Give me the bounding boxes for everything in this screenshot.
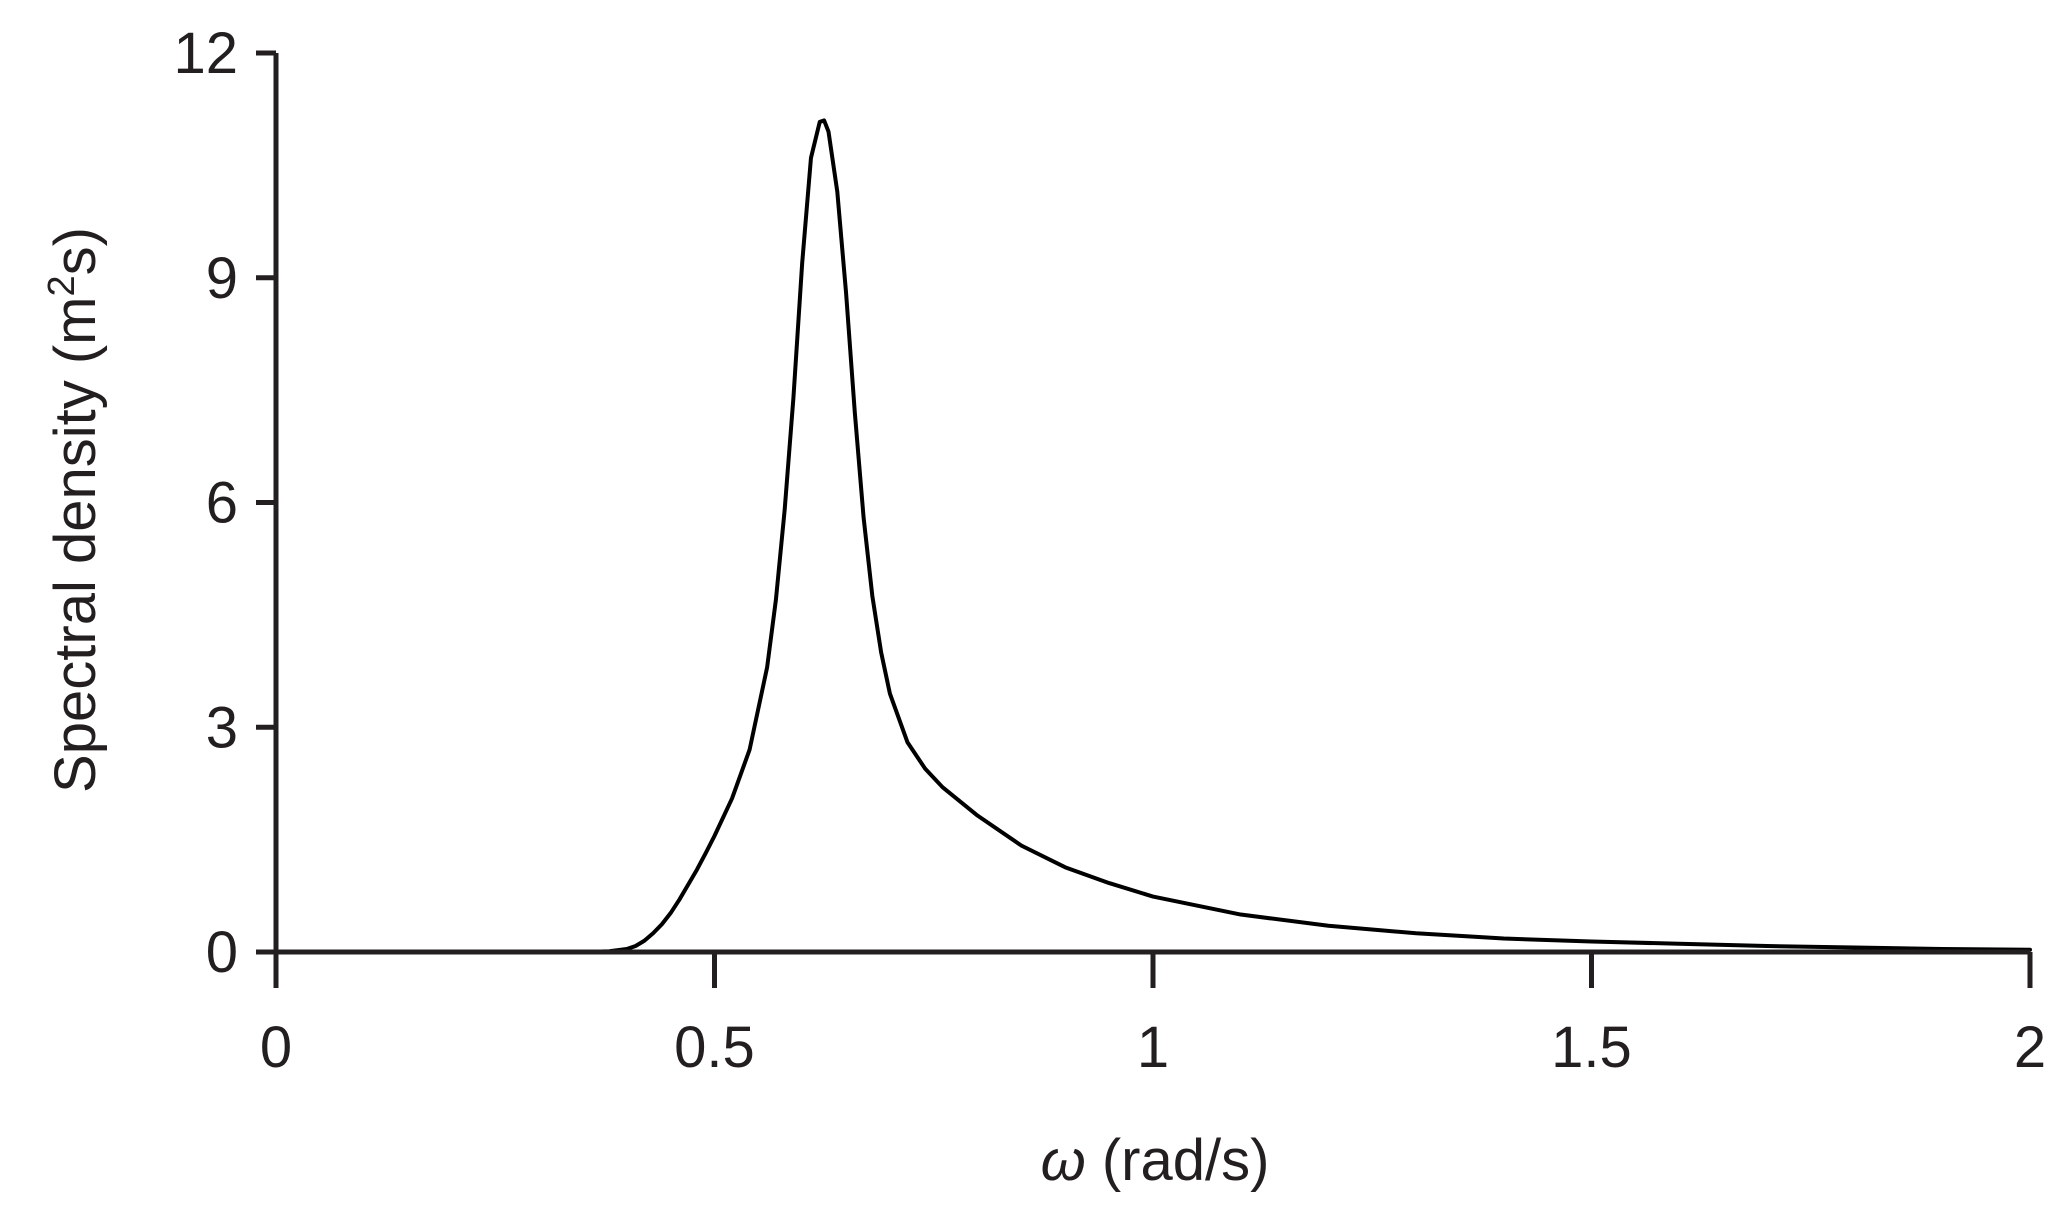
x-axis: 0 0.5 1 1.5 2	[260, 949, 2046, 1080]
y-axis: 0 3 6 9 12	[173, 21, 279, 985]
y-axis-title-prefix: Spectral density (m	[43, 297, 108, 793]
plot-area	[274, 118, 2032, 954]
x-axis-title-text: (rad/s)	[1086, 1128, 1270, 1193]
y-axis-title-superscript: 2	[41, 275, 83, 296]
series-line-0	[274, 118, 2032, 954]
y-tick-label: 12	[173, 21, 238, 86]
x-axis-title-symbol: ω	[1041, 1128, 1086, 1193]
y-tick-label: 6	[206, 471, 238, 536]
x-axis-title: ω (rad/s)	[1041, 1128, 1270, 1193]
x-tick-label: 0.5	[674, 1015, 755, 1080]
x-tick-label: 1	[1137, 1015, 1169, 1080]
y-tick-label: 3	[206, 695, 238, 760]
y-axis-title-suffix: s)	[43, 227, 108, 275]
x-tick-label: 1.5	[1551, 1015, 1632, 1080]
x-tick-label: 0	[260, 1015, 292, 1080]
y-axis-title: Spectral density (m2s)	[41, 227, 108, 793]
y-tick-label: 9	[206, 246, 238, 311]
y-tick-label: 0	[206, 920, 238, 985]
x-tick-label: 2	[2014, 1015, 2046, 1080]
